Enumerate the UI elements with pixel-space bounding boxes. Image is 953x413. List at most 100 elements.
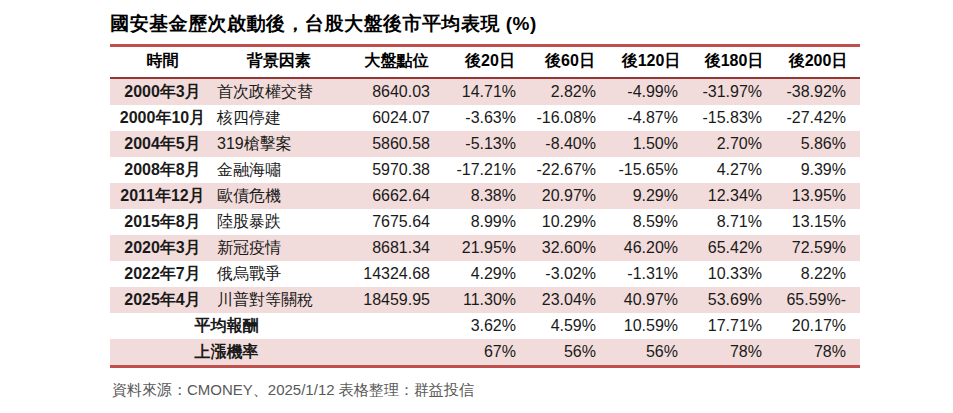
table-row: 2011年12月歐債危機6662.648.38%20.97%9.29%12.34…: [110, 183, 860, 209]
page: 國安基金歷次啟動後，台股大盤後市平均表現 (%) 時間 背景因素 大盤點位 後2…: [0, 0, 953, 413]
column-header-after-200d: 後200日: [776, 46, 860, 79]
table-row: 2000年3月首次政權交替8640.0314.71%2.82%-4.99%-31…: [110, 78, 860, 105]
cell-return-180d: 4.27%: [692, 157, 776, 183]
cell-index-level-empty: [343, 313, 450, 339]
cell-return-20d: 3.62%: [450, 313, 530, 339]
cell-return-120d: 9.29%: [610, 183, 692, 209]
cell-return-200d: 13.15%: [776, 209, 860, 235]
cell-return-60d: 2.82%: [530, 78, 610, 105]
summary-row: 平均報酬3.62%4.59%10.59%17.71%20.17%: [110, 313, 860, 339]
cell-return-200d: -38.92%: [776, 78, 860, 105]
cell-return-120d: 10.59%: [610, 313, 692, 339]
column-header-index-level: 大盤點位: [343, 46, 450, 79]
cell-return-20d: 67%: [450, 339, 530, 367]
cell-return-180d: 2.70%: [692, 131, 776, 157]
table-row: 2000年10月核四停建6024.07-3.63%-16.08%-4.87%-1…: [110, 105, 860, 131]
cell-index-level: 8640.03: [343, 78, 450, 105]
cell-return-180d: 53.69%: [692, 287, 776, 313]
cell-return-20d: 8.38%: [450, 183, 530, 209]
table-row: 2004年5月319槍擊案5860.58-5.13%-8.40%1.50%2.7…: [110, 131, 860, 157]
column-header-after-20d: 後20日: [450, 46, 530, 79]
cell-return-180d: 8.71%: [692, 209, 776, 235]
cell-return-60d: 32.60%: [530, 235, 610, 261]
cell-return-200d: 5.86%: [776, 131, 860, 157]
cell-factor: 新冠疫情: [215, 235, 343, 261]
cell-time: 2025年4月: [110, 287, 215, 313]
cell-return-200d: 65.59%-: [776, 287, 860, 313]
cell-return-60d: 56%: [530, 339, 610, 367]
table-row: 2008年8月金融海嘯5970.38-17.21%-22.67%-15.65%4…: [110, 157, 860, 183]
cell-return-180d: 78%: [692, 339, 776, 367]
summary-row: 上漲機率67%56%56%78%78%: [110, 339, 860, 367]
table-row: 2025年4月川普對等關稅18459.9511.30%23.04%40.97%5…: [110, 287, 860, 313]
cell-factor: 319槍擊案: [215, 131, 343, 157]
cell-return-20d: 21.95%: [450, 235, 530, 261]
cell-index-level: 14324.68: [343, 261, 450, 287]
column-header-factor: 背景因素: [215, 46, 343, 79]
cell-factor: 核四停建: [215, 105, 343, 131]
cell-return-120d: -15.65%: [610, 157, 692, 183]
table-row: 2015年8月陸股暴跌7675.648.99%10.29%8.59%8.71%1…: [110, 209, 860, 235]
cell-factor: 川普對等關稅: [215, 287, 343, 313]
cell-return-120d: 1.50%: [610, 131, 692, 157]
table-header: 時間 背景因素 大盤點位 後20日 後60日 後120日 後180日 後200日: [110, 46, 860, 79]
cell-index-level-empty: [343, 339, 450, 367]
cell-return-60d: 10.29%: [530, 209, 610, 235]
cell-factor: 陸股暴跌: [215, 209, 343, 235]
cell-return-20d: 14.71%: [450, 78, 530, 105]
cell-return-200d: 72.59%: [776, 235, 860, 261]
cell-time: 2011年12月: [110, 183, 215, 209]
cell-index-level: 6024.07: [343, 105, 450, 131]
cell-return-200d: 78%: [776, 339, 860, 367]
source-note: 資料來源：CMONEY、2025/1/12 表格整理：群益投信: [112, 381, 474, 400]
cell-return-180d: 17.71%: [692, 313, 776, 339]
cell-return-60d: -22.67%: [530, 157, 610, 183]
cell-time: 2000年3月: [110, 78, 215, 105]
cell-return-60d: -8.40%: [530, 131, 610, 157]
cell-factor: 首次政權交替: [215, 78, 343, 105]
cell-return-20d: -3.63%: [450, 105, 530, 131]
performance-table-wrap: 時間 背景因素 大盤點位 後20日 後60日 後120日 後180日 後200日…: [110, 44, 860, 368]
cell-return-180d: -15.83%: [692, 105, 776, 131]
column-header-after-180d: 後180日: [692, 46, 776, 79]
cell-return-20d: -17.21%: [450, 157, 530, 183]
cell-return-60d: 23.04%: [530, 287, 610, 313]
cell-time: 2008年8月: [110, 157, 215, 183]
cell-index-level: 8681.34: [343, 235, 450, 261]
cell-index-level: 5970.38: [343, 157, 450, 183]
cell-return-180d: 65.42%: [692, 235, 776, 261]
cell-index-level: 7675.64: [343, 209, 450, 235]
summary-row-label: 上漲機率: [110, 339, 343, 367]
cell-time: 2022年7月: [110, 261, 215, 287]
cell-return-200d: 20.17%: [776, 313, 860, 339]
cell-return-60d: -3.02%: [530, 261, 610, 287]
column-header-after-60d: 後60日: [530, 46, 610, 79]
cell-return-200d: 8.22%: [776, 261, 860, 287]
cell-return-120d: -4.99%: [610, 78, 692, 105]
header-row: 時間 背景因素 大盤點位 後20日 後60日 後120日 後180日 後200日: [110, 46, 860, 79]
cell-factor: 歐債危機: [215, 183, 343, 209]
cell-return-200d: -27.42%: [776, 105, 860, 131]
cell-return-180d: 10.33%: [692, 261, 776, 287]
cell-return-200d: 9.39%: [776, 157, 860, 183]
cell-return-20d: 8.99%: [450, 209, 530, 235]
cell-return-200d: 13.95%: [776, 183, 860, 209]
column-header-time: 時間: [110, 46, 215, 79]
cell-return-60d: 4.59%: [530, 313, 610, 339]
cell-return-120d: 46.20%: [610, 235, 692, 261]
cell-return-20d: 11.30%: [450, 287, 530, 313]
table-row: 2022年7月俄烏戰爭14324.684.29%-3.02%-1.31%10.3…: [110, 261, 860, 287]
cell-time: 2000年10月: [110, 105, 215, 131]
cell-time: 2004年5月: [110, 131, 215, 157]
cell-factor: 金融海嘯: [215, 157, 343, 183]
cell-return-120d: 8.59%: [610, 209, 692, 235]
cell-return-180d: 12.34%: [692, 183, 776, 209]
cell-return-180d: -31.97%: [692, 78, 776, 105]
cell-index-level: 5860.58: [343, 131, 450, 157]
cell-return-120d: -4.87%: [610, 105, 692, 131]
cell-index-level: 18459.95: [343, 287, 450, 313]
table-row: 2020年3月新冠疫情8681.3421.95%32.60%46.20%65.4…: [110, 235, 860, 261]
table-body: 2000年3月首次政權交替8640.0314.71%2.82%-4.99%-31…: [110, 78, 860, 367]
cell-return-20d: 4.29%: [450, 261, 530, 287]
cell-index-level: 6662.64: [343, 183, 450, 209]
